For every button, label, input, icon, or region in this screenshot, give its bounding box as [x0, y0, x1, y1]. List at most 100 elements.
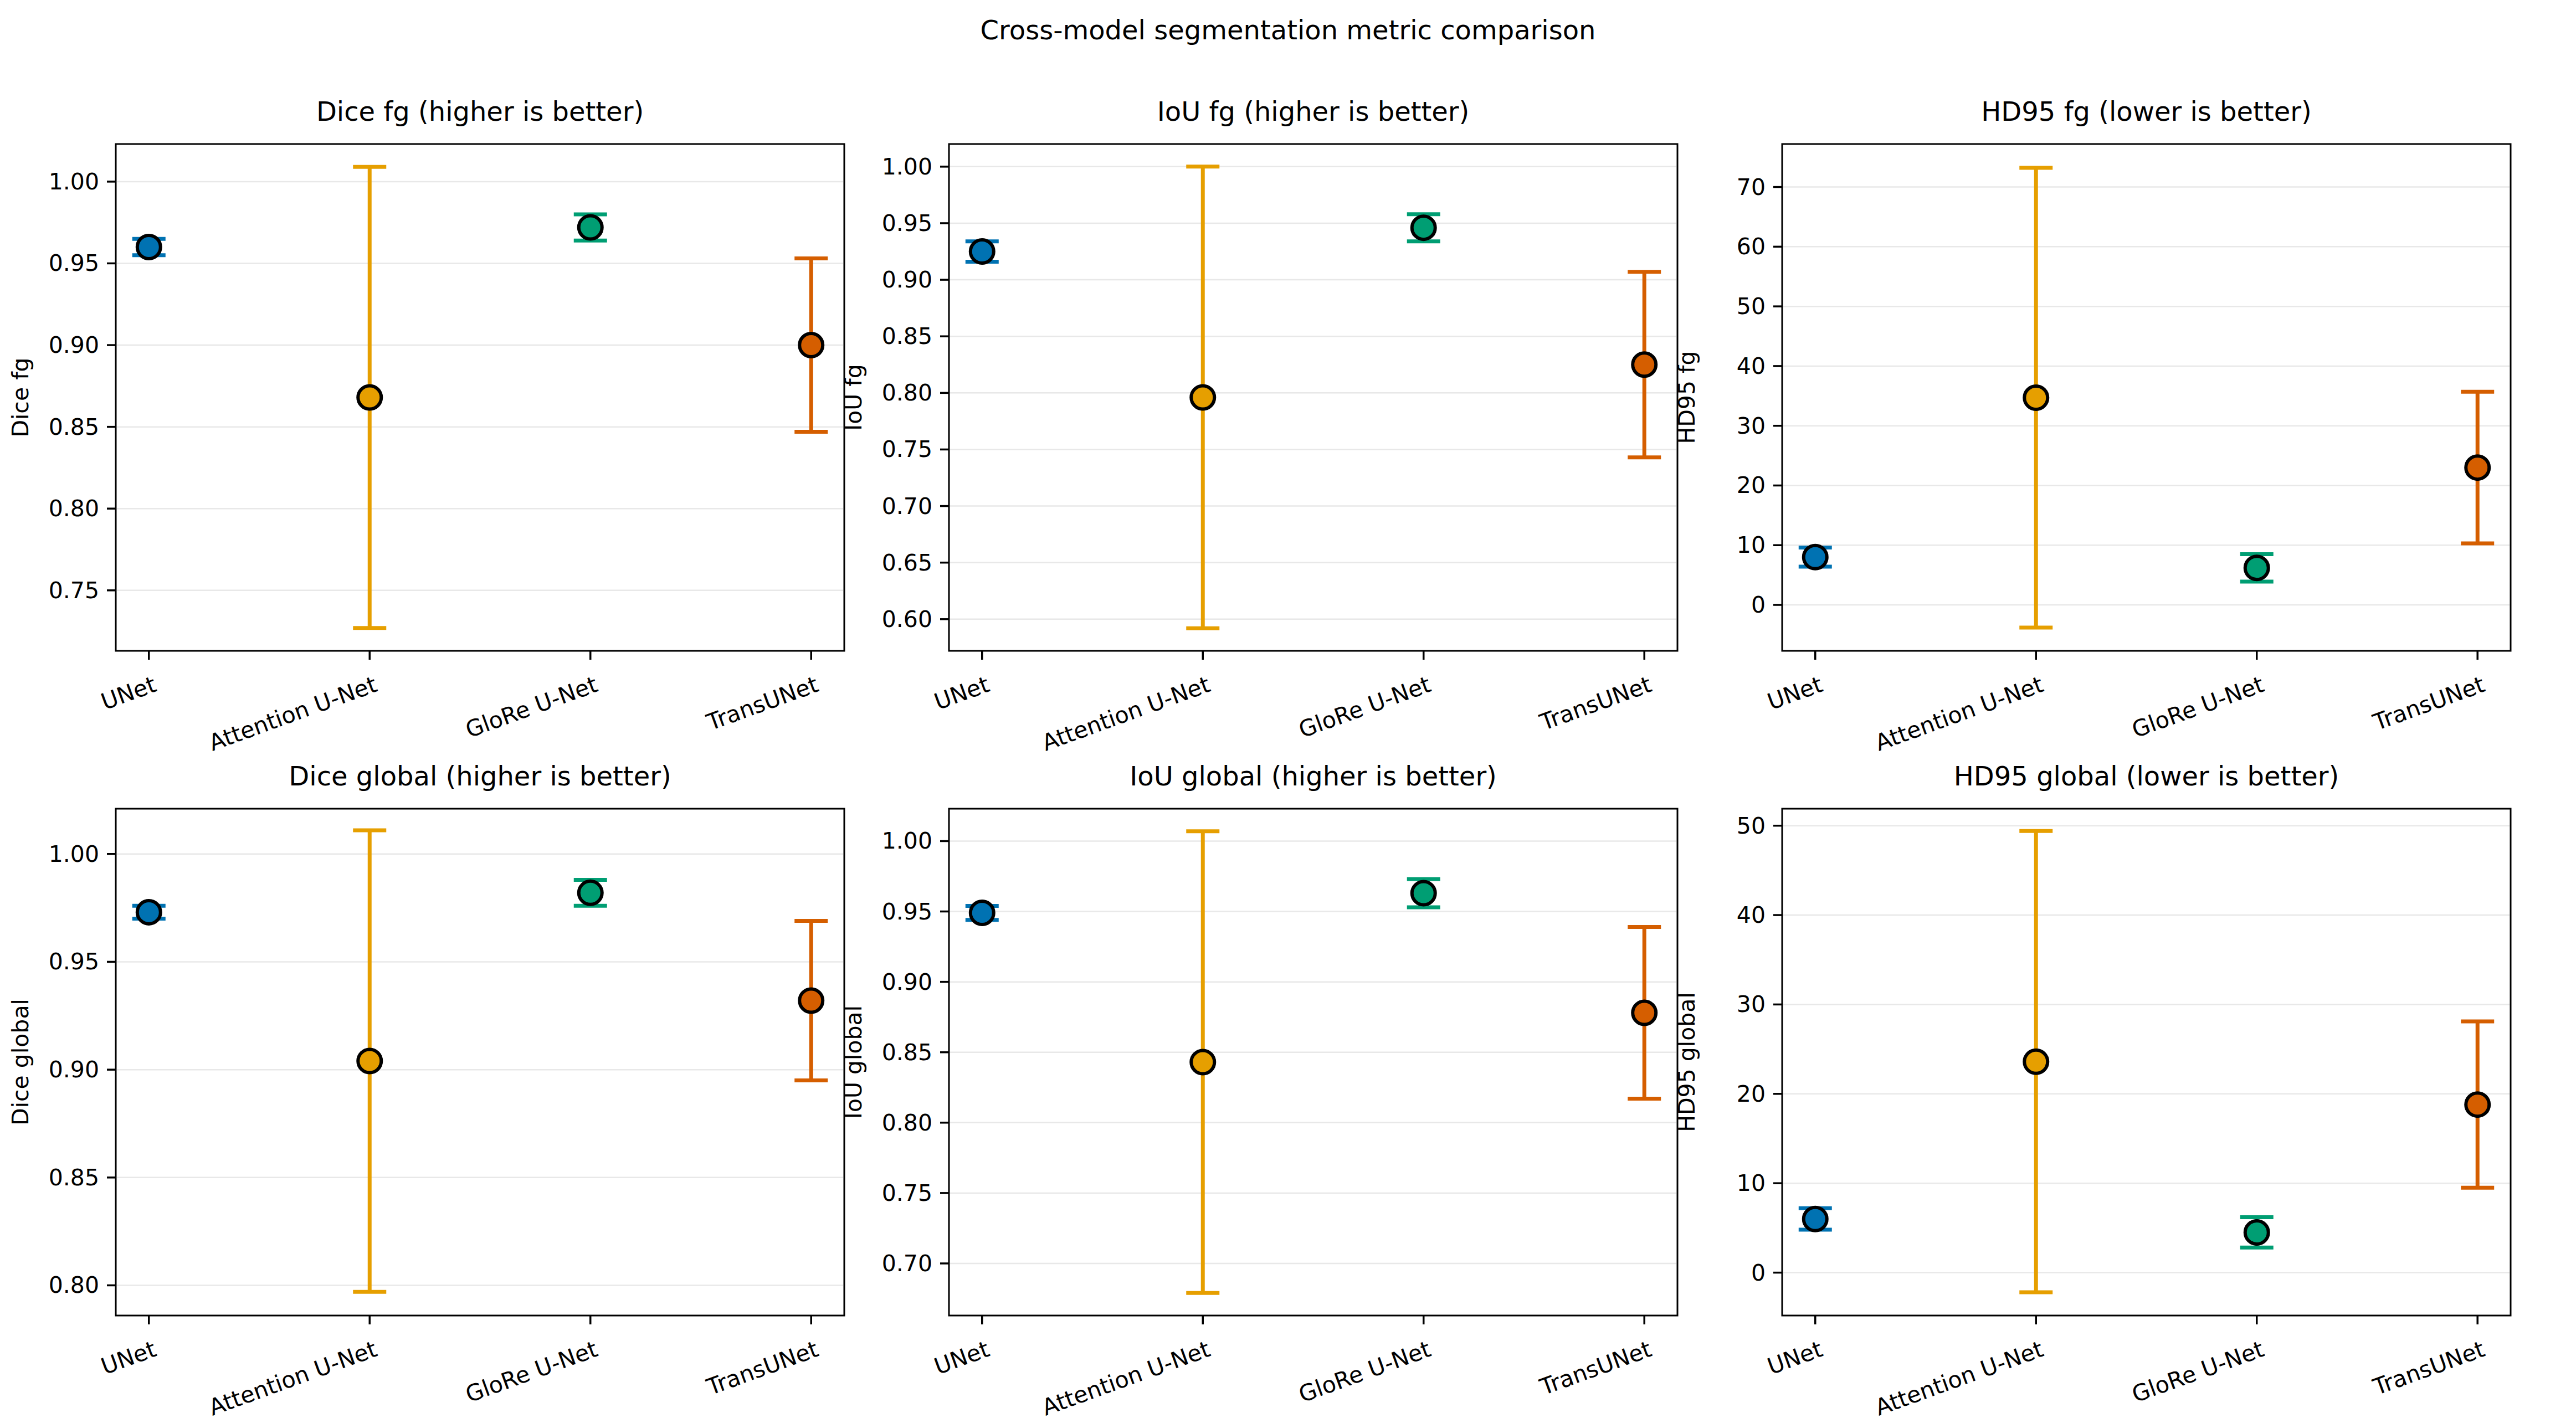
y-tick-label: 1.00	[49, 841, 99, 867]
y-tick-label: 0.85	[882, 1039, 932, 1066]
x-tick-label: GloRe U-Net	[462, 671, 601, 743]
data-point	[579, 881, 602, 905]
y-tick-label: 0.95	[882, 210, 932, 237]
chart-iou-global: 1.000.950.900.850.800.750.70UNetAttentio…	[833, 753, 1691, 1418]
y-tick-label: 0.75	[882, 1180, 932, 1206]
y-axis-label: Dice fg	[7, 357, 34, 437]
y-tick-label: 0.60	[882, 606, 932, 633]
data-point	[2024, 386, 2048, 409]
x-tick-label: TransUNet	[1536, 671, 1655, 736]
data-point	[799, 989, 823, 1013]
x-tick-label: GloRe U-Net	[462, 1335, 601, 1408]
y-tick-label: 0.80	[882, 1109, 932, 1136]
data-point	[971, 901, 994, 924]
data-point	[1412, 882, 1435, 905]
axes-spine	[116, 809, 844, 1316]
x-tick-label: UNet	[98, 671, 160, 715]
x-tick-label: Attention U-Net	[1038, 1335, 1213, 1418]
y-tick-label: 0	[1751, 592, 1766, 618]
y-axis-label: Dice global	[7, 999, 34, 1126]
y-tick-label: 50	[1737, 293, 1766, 320]
y-tick-label: 1.00	[49, 168, 99, 195]
subplot-title: HD95 global (lower is better)	[1954, 761, 2339, 792]
y-tick-label: 1.00	[882, 153, 932, 180]
x-tick-label: UNet	[931, 1335, 993, 1380]
y-tick-label: 0.85	[49, 1164, 99, 1191]
x-tick-label: Attention U-Net	[205, 671, 380, 756]
subplot-title: IoU fg (higher is better)	[1157, 96, 1470, 127]
axes-spine	[1782, 809, 2511, 1316]
y-tick-label: 0.85	[882, 323, 932, 350]
data-point	[971, 240, 994, 263]
y-tick-label: 0.90	[49, 1056, 99, 1083]
y-tick-label: 0.70	[882, 493, 932, 520]
y-tick-label: 70	[1737, 174, 1766, 201]
data-point	[358, 1050, 381, 1073]
subplot-title: Dice fg (higher is better)	[316, 96, 644, 127]
x-tick-label: TransUNet	[703, 1335, 822, 1400]
data-point	[137, 235, 161, 259]
chart-hd95-global: 50403020100UNetAttention U-NetGloRe U-Ne…	[1666, 753, 2524, 1418]
data-point	[137, 901, 161, 924]
x-tick-label: GloRe U-Net	[1295, 671, 1434, 743]
y-tick-label: 20	[1737, 472, 1766, 499]
y-tick-label: 0.80	[882, 379, 932, 406]
x-tick-label: GloRe U-Net	[2128, 671, 2267, 743]
y-tick-label: 0.90	[882, 266, 932, 293]
y-tick-label: 0.95	[49, 250, 99, 276]
data-point	[1191, 1051, 1214, 1074]
data-point	[579, 216, 602, 239]
chart-hd95-fg: 706050403020100UNetAttention U-NetGloRe …	[1666, 89, 2524, 753]
subplot-title: HD95 fg (lower is better)	[1981, 96, 2311, 127]
x-tick-label: TransUNet	[1536, 1335, 1655, 1400]
y-tick-label: 0.95	[49, 948, 99, 975]
data-point	[1633, 1001, 1656, 1025]
y-tick-label: 0.70	[882, 1250, 932, 1277]
figure-title: Cross-model segmentation metric comparis…	[0, 14, 2576, 45]
data-point	[2466, 1093, 2489, 1116]
y-tick-label: 0.80	[49, 1272, 99, 1298]
x-tick-label: GloRe U-Net	[1295, 1335, 1434, 1408]
data-point	[799, 333, 823, 357]
y-tick-label: 0.80	[49, 495, 99, 522]
x-tick-label: Attention U-Net	[1038, 671, 1213, 756]
axes-spine	[116, 144, 844, 651]
y-tick-label: 0.65	[882, 549, 932, 576]
y-tick-label: 40	[1737, 353, 1766, 379]
subplot-title: IoU global (higher is better)	[1130, 761, 1497, 792]
figure: Cross-model segmentation metric comparis…	[0, 0, 2576, 1418]
chart-iou-fg: 1.000.950.900.850.800.750.700.650.60UNet…	[833, 89, 1691, 753]
y-tick-label: 60	[1737, 233, 1766, 260]
y-axis-label: IoU global	[840, 1005, 867, 1119]
data-point	[2245, 556, 2269, 579]
x-tick-label: Attention U-Net	[205, 1335, 380, 1418]
x-tick-label: UNet	[98, 1335, 160, 1380]
x-tick-label: UNet	[1764, 1335, 1826, 1380]
y-tick-label: 0.90	[882, 969, 932, 995]
chart-dice-global: 1.00 0.95 0.90 0.85 0.80 UNet Attention U-Net G…	[0, 753, 858, 1418]
y-tick-label: 0.95	[882, 898, 932, 925]
data-point	[2024, 1050, 2048, 1073]
y-tick-label: 40	[1737, 902, 1766, 928]
y-tick-label: 50	[1737, 813, 1766, 839]
y-tick-label: 0.90	[49, 332, 99, 358]
y-tick-label: 30	[1737, 413, 1766, 439]
data-point	[1191, 386, 1214, 409]
data-point	[2245, 1221, 2269, 1244]
data-point	[1633, 353, 1656, 376]
axes-spine	[1782, 144, 2511, 651]
axes-spine	[949, 809, 1677, 1316]
y-tick-label: 0	[1751, 1260, 1766, 1286]
data-point	[358, 386, 381, 409]
y-axis-label: HD95 fg	[1674, 351, 1700, 444]
y-axis-label: IoU fg	[840, 364, 867, 431]
x-tick-label: GloRe U-Net	[2128, 1335, 2267, 1408]
x-tick-label: TransUNet	[703, 671, 822, 736]
x-tick-label: Attention U-Net	[1871, 671, 2046, 756]
x-tick-label: TransUNet	[2369, 671, 2488, 736]
data-point	[2466, 456, 2489, 479]
x-tick-label: TransUNet	[2369, 1335, 2488, 1400]
subplot-title: Dice global (higher is better)	[289, 761, 671, 792]
y-tick-label: 0.75	[49, 577, 99, 604]
y-tick-label: 10	[1737, 532, 1766, 558]
